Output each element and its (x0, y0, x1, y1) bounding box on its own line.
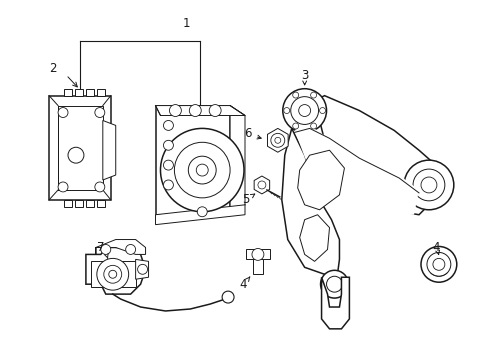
Polygon shape (230, 105, 244, 215)
Polygon shape (75, 89, 83, 96)
Polygon shape (86, 200, 94, 207)
Circle shape (274, 137, 280, 143)
Polygon shape (64, 89, 72, 96)
Polygon shape (91, 261, 135, 287)
Circle shape (68, 147, 84, 163)
Circle shape (209, 105, 221, 117)
Circle shape (420, 247, 456, 282)
Circle shape (290, 96, 318, 125)
Circle shape (310, 123, 316, 129)
Circle shape (319, 108, 325, 113)
Circle shape (189, 105, 201, 117)
Polygon shape (155, 105, 244, 116)
Circle shape (196, 164, 208, 176)
Polygon shape (102, 121, 116, 180)
Polygon shape (64, 200, 72, 207)
Polygon shape (314, 96, 438, 215)
Circle shape (174, 142, 230, 198)
Text: 3: 3 (300, 69, 308, 82)
Polygon shape (97, 89, 104, 96)
Circle shape (257, 181, 265, 189)
Circle shape (298, 105, 310, 117)
Circle shape (320, 270, 347, 298)
Polygon shape (86, 247, 145, 294)
Polygon shape (155, 205, 244, 225)
Circle shape (420, 177, 436, 193)
Polygon shape (245, 249, 269, 260)
Circle shape (197, 207, 207, 217)
Circle shape (169, 105, 181, 117)
Text: 5: 5 (242, 193, 249, 206)
Circle shape (108, 270, 117, 278)
Polygon shape (297, 150, 344, 210)
Circle shape (432, 258, 444, 270)
Polygon shape (155, 105, 230, 215)
Text: 4: 4 (431, 241, 439, 254)
Polygon shape (281, 129, 339, 279)
Circle shape (137, 264, 147, 274)
Circle shape (58, 182, 68, 192)
Circle shape (163, 121, 173, 130)
Circle shape (103, 265, 122, 283)
Polygon shape (49, 96, 111, 200)
Polygon shape (86, 89, 94, 96)
Text: 1: 1 (182, 17, 190, 30)
Circle shape (412, 169, 444, 201)
Text: 7: 7 (97, 241, 104, 254)
Circle shape (160, 129, 244, 212)
Polygon shape (58, 105, 102, 190)
Polygon shape (96, 239, 145, 255)
Circle shape (251, 248, 264, 260)
Polygon shape (97, 200, 104, 207)
Text: 4: 4 (239, 278, 246, 291)
Text: 6: 6 (244, 127, 251, 140)
Circle shape (426, 252, 450, 276)
Circle shape (58, 108, 68, 117)
Polygon shape (321, 277, 349, 329)
Circle shape (163, 180, 173, 190)
Circle shape (163, 160, 173, 170)
Circle shape (125, 244, 135, 255)
Polygon shape (135, 260, 148, 279)
Circle shape (310, 92, 316, 98)
Circle shape (95, 182, 104, 192)
Circle shape (292, 92, 298, 98)
Circle shape (188, 156, 216, 184)
Circle shape (283, 108, 289, 113)
Polygon shape (252, 260, 263, 274)
Circle shape (292, 123, 298, 129)
Polygon shape (267, 129, 287, 152)
Circle shape (326, 276, 342, 292)
Text: 2: 2 (49, 62, 57, 75)
Circle shape (97, 258, 128, 290)
Circle shape (403, 160, 453, 210)
Circle shape (282, 89, 326, 132)
Circle shape (163, 140, 173, 150)
Circle shape (222, 291, 234, 303)
Polygon shape (299, 215, 329, 261)
Circle shape (270, 133, 284, 147)
Polygon shape (294, 125, 418, 215)
Polygon shape (254, 176, 269, 194)
Circle shape (101, 244, 111, 255)
Polygon shape (75, 200, 83, 207)
Circle shape (95, 108, 104, 117)
